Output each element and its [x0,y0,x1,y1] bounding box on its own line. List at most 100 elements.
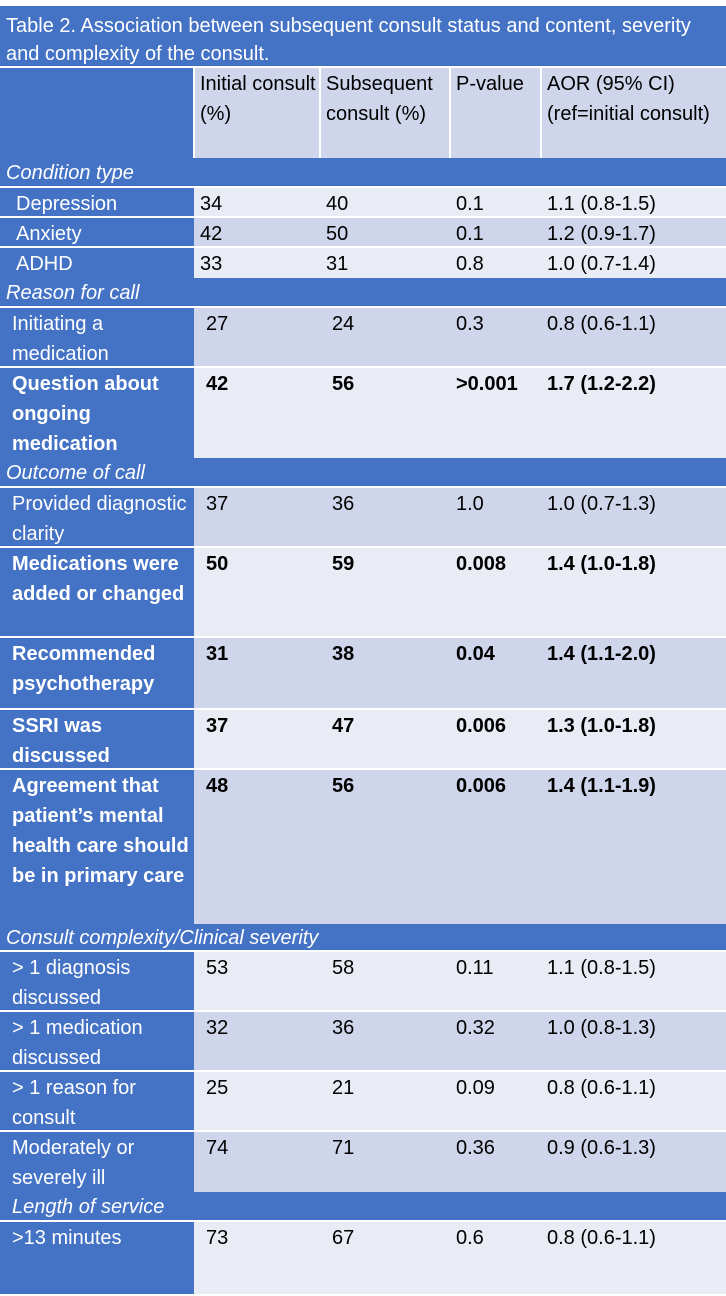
divider [0,950,726,952]
table-row-medications-changed: Medications were added or changed 50 59 … [0,548,726,638]
section-label: Consult complexity/Clinical severity [6,927,319,949]
subsequent-value: 24 [320,308,450,368]
subsequent-value: 58 [320,952,450,1012]
row-label: Recommended psychotherapy [0,638,194,710]
section-reason-for-call: Reason for call [0,278,726,308]
p-value: 0.04 [450,638,541,710]
aor-value: 1.2 (0.9-1.7) [541,218,726,248]
initial-value: 32 [194,1012,320,1072]
section-label: Outcome of call [6,462,145,484]
row-label: Moderately or severely ill [0,1132,194,1192]
divider [449,68,451,158]
subsequent-value: 38 [320,638,450,710]
divider [319,68,321,158]
divider [0,66,726,68]
aor-value: 0.8 (0.6-1.1) [541,308,726,368]
divider [0,1010,726,1012]
p-value: 0.36 [450,1132,541,1192]
table-header-row: Initial consult (%) Subsequent consult (… [0,68,726,158]
p-value: 0.008 [450,548,541,638]
p-value: 0.3 [450,308,541,368]
divider [0,1220,726,1222]
divider [0,636,726,638]
row-label: > 1 reason for consult [0,1072,194,1132]
subsequent-value: 50 [320,218,450,248]
aor-value: 1.3 (1.0-1.8) [541,710,726,770]
table-row-agreement: Agreement that patient’s mental health c… [0,770,726,924]
p-value: 0.6 [450,1222,541,1294]
p-value: 0.1 [450,188,541,218]
aor-value: 0.9 (0.6-1.3) [541,1132,726,1192]
table-title-row: Table 2. Association between subsequent … [0,6,726,66]
row-label: >13 minutes [0,1222,194,1294]
table-row-psychotherapy: Recommended psychotherapy 31 38 0.04 1.4… [0,638,726,710]
p-value: 0.006 [450,710,541,770]
initial-value: 42 [194,368,320,458]
p-value: 0.32 [450,1012,541,1072]
aor-value: 1.7 (1.2-2.2) [541,368,726,458]
section-condition-type: Condition type [0,158,726,188]
table-row-ongoing-medication: Question about ongoing medication 42 56 … [0,368,726,458]
initial-value: 74 [194,1132,320,1192]
subsequent-value: 36 [320,488,450,548]
aor-value: 1.4 (1.1-1.9) [541,770,726,924]
initial-value: 42 [194,218,320,248]
subsequent-value: 71 [320,1132,450,1192]
row-label: Question about ongoing medication [0,368,194,458]
p-value: 0.8 [450,248,541,278]
aor-value: 0.8 (0.6-1.1) [541,1072,726,1132]
section-label: Condition type [6,162,134,184]
divider [540,68,542,158]
table-row-initiating-medication: Initiating a medication 27 24 0.3 0.8 (0… [0,308,726,368]
initial-value: 37 [194,488,320,548]
aor-value: 1.1 (0.8-1.5) [541,952,726,1012]
row-label: Initiating a medication [0,308,194,368]
row-label: Anxiety [0,218,194,248]
row-label: Medications were added or changed [0,548,194,638]
divider [0,768,726,770]
table-row-minutes: >13 minutes 73 67 0.6 0.8 (0.6-1.1) [0,1222,726,1294]
subsequent-value: 31 [320,248,450,278]
row-label: > 1 medication discussed [0,1012,194,1072]
subsequent-value: 36 [320,1012,450,1072]
divider [0,486,726,488]
row-label: > 1 diagnosis discussed [0,952,194,1012]
table-row-multiple-medications: > 1 medication discussed 32 36 0.32 1.0 … [0,1012,726,1072]
initial-value: 25 [194,1072,320,1132]
subsequent-value: 47 [320,710,450,770]
divider [0,186,726,188]
initial-value: 48 [194,770,320,924]
subsequent-value: 21 [320,1072,450,1132]
aor-value: 1.1 (0.8-1.5) [541,188,726,218]
p-value: 0.1 [450,218,541,248]
aor-value: 1.4 (1.1-2.0) [541,638,726,710]
table-row-adhd: ADHD 33 31 0.8 1.0 (0.7-1.4) [0,248,726,278]
divider [0,306,726,308]
header-p-value: P-value [450,68,541,158]
subsequent-value: 40 [320,188,450,218]
divider [0,546,726,548]
subsequent-value: 59 [320,548,450,638]
subsequent-value: 56 [320,770,450,924]
p-value: 1.0 [450,488,541,548]
divider [193,68,195,158]
divider [0,366,726,368]
aor-value: 1.0 (0.8-1.3) [541,1012,726,1072]
table-row-ssri: SSRI was discussed 37 47 0.006 1.3 (1.0-… [0,710,726,770]
aor-value: 0.8 (0.6-1.1) [541,1222,726,1294]
aor-value: 1.4 (1.0-1.8) [541,548,726,638]
section-consult-complexity: Consult complexity/Clinical severity [0,924,726,952]
header-initial-consult: Initial consult (%) [194,68,320,158]
subsequent-value: 67 [320,1222,450,1294]
initial-value: 53 [194,952,320,1012]
row-label: ADHD [0,248,194,278]
aor-value: 1.0 (0.7-1.3) [541,488,726,548]
p-value: >0.001 [450,368,541,458]
initial-value: 34 [194,188,320,218]
table-row-multiple-reasons: > 1 reason for consult 25 21 0.09 0.8 (0… [0,1072,726,1132]
initial-value: 31 [194,638,320,710]
section-label: Length of service [12,1196,165,1218]
aor-value: 1.0 (0.7-1.4) [541,248,726,278]
subsequent-value: 56 [320,368,450,458]
